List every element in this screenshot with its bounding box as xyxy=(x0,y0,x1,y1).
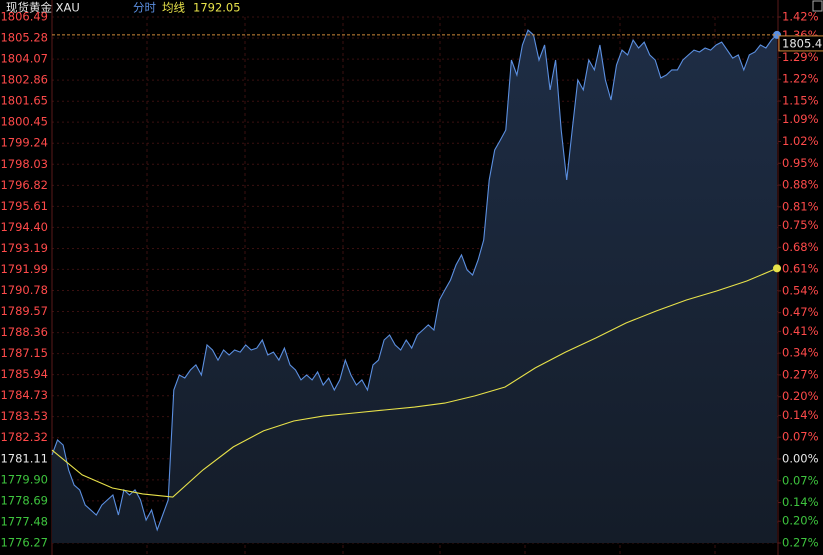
y2-tick-label: 0.68% xyxy=(782,240,819,254)
y-tick-label: 1794.40 xyxy=(0,220,48,234)
last-dot xyxy=(773,264,781,273)
price-area xyxy=(52,30,777,544)
y2-tick-label: 0.41% xyxy=(782,324,819,338)
y-tick-label: 1791.99 xyxy=(0,262,48,276)
y-tick-label: 1802.86 xyxy=(0,73,48,87)
y2-tick-label: 0.95% xyxy=(782,156,819,170)
y2-tick-label: 0.00% xyxy=(782,451,819,465)
y2-tick-label: 0.07% xyxy=(782,430,819,444)
y2-tick-label: 0.27% xyxy=(782,536,819,550)
y2-tick-label: 0.47% xyxy=(782,305,819,319)
y2-tick-label: 1.29% xyxy=(782,50,819,64)
y2-tick-label: 0.75% xyxy=(782,218,819,232)
series-line xyxy=(51,267,778,498)
chart-title: 现货黄金 XAU xyxy=(6,1,80,15)
y-tick-label: 1776.27 xyxy=(0,536,48,550)
corner-icon[interactable] xyxy=(812,0,823,12)
y2-tick-label: 0.14% xyxy=(782,408,819,422)
y-tick-label: 1790.78 xyxy=(0,283,48,297)
y2-tick-label: 1.09% xyxy=(782,112,819,126)
y2-tick-label: 1.22% xyxy=(782,72,819,86)
y2-tick-label: 0.27% xyxy=(782,367,819,381)
y-tick-label: 1804.07 xyxy=(0,52,48,66)
y-tick-label: 1793.19 xyxy=(0,241,48,255)
y2-tick-label: 0.14% xyxy=(782,495,819,509)
y-tick-label: 1777.48 xyxy=(0,514,48,528)
y-tick-label: 1789.57 xyxy=(0,304,48,318)
y-tick-label: 1806.49 xyxy=(0,10,48,24)
last-price-label: 1805.46 xyxy=(782,36,823,50)
y-tick-label: 1781.11 xyxy=(0,451,48,465)
y2-tick-label: 0.20% xyxy=(782,389,819,403)
legend-avg: 均线 xyxy=(162,1,185,15)
y2-tick-label: 0.54% xyxy=(782,283,819,297)
y2-tick-label: 0.34% xyxy=(782,346,819,360)
series-line xyxy=(51,29,778,532)
y-tick-label: 1778.69 xyxy=(0,493,48,507)
y-tick-label: 1779.90 xyxy=(0,472,48,486)
y-tick-label: 1801.65 xyxy=(0,94,48,108)
y2-tick-label: 0.07% xyxy=(782,473,819,487)
last-price-box xyxy=(778,35,823,52)
y-tick-label: 1783.53 xyxy=(0,409,48,423)
y-tick-label: 1795.61 xyxy=(0,199,48,213)
y-tick-label: 1787.15 xyxy=(0,346,48,360)
y-tick-label: 1785.94 xyxy=(0,367,48,381)
y-tick-label: 1798.03 xyxy=(0,157,48,171)
y2-tick-label: 0.88% xyxy=(782,178,819,192)
y-tick-label: 1788.36 xyxy=(0,325,48,339)
y2-tick-label: 0.20% xyxy=(782,514,819,528)
legend-price: 分时 xyxy=(133,1,156,15)
y-tick-label: 1784.73 xyxy=(0,388,48,402)
y2-tick-label: 0.81% xyxy=(782,199,819,213)
y-tick-label: 1782.32 xyxy=(0,430,48,444)
y2-tick-label: 1.42% xyxy=(782,10,819,24)
y-tick-label: 1800.45 xyxy=(0,115,48,129)
y2-tick-label: 1.15% xyxy=(782,94,819,108)
y-tick-label: 1805.28 xyxy=(0,31,48,45)
y-tick-label: 1799.24 xyxy=(0,136,48,150)
y2-tick-label: 0.61% xyxy=(782,262,819,276)
avg-value: 1792.05 xyxy=(193,1,241,15)
y-tick-label: 1796.82 xyxy=(0,178,48,192)
y2-tick-label: 1.02% xyxy=(782,134,819,148)
